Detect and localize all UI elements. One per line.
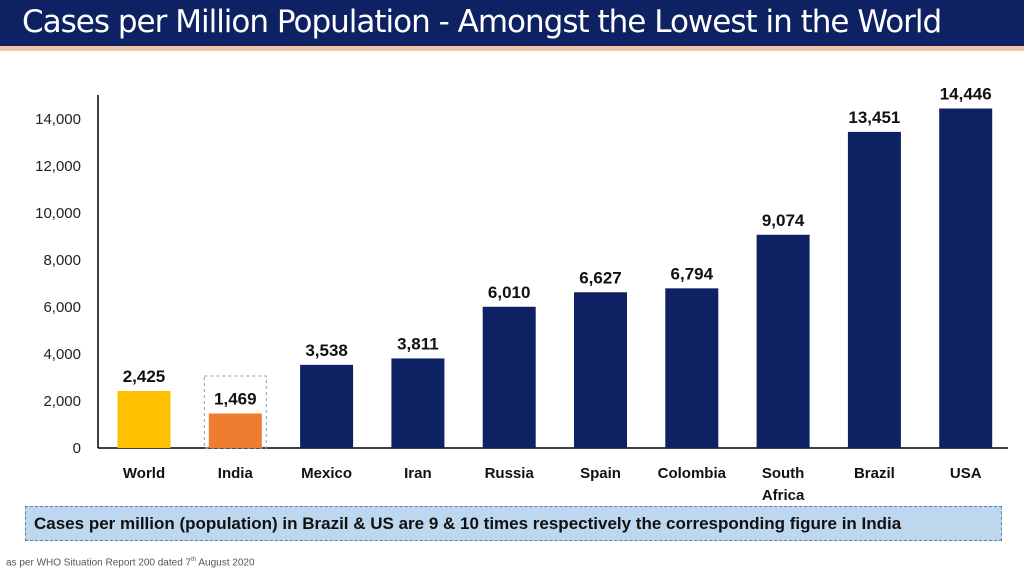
bar-colombia [665, 288, 719, 448]
data-label: 6,010 [488, 283, 531, 302]
bar-chart: 0 2,000 4,000 6,000 8,000 10,000 12,000 14,000 2… [35, 85, 1008, 504]
data-label: 3,811 [397, 334, 439, 353]
data-label: 1,469 [214, 389, 257, 408]
x-tick-label: South [762, 465, 805, 482]
data-label: 6,627 [579, 268, 622, 287]
source-sup: th [191, 557, 197, 563]
bar-mexico [300, 364, 354, 448]
data-label: 9,074 [762, 211, 805, 230]
bar-spain [574, 292, 627, 448]
y-tick-label: 6,000 [43, 299, 81, 316]
y-tick-label: 10,000 [35, 205, 81, 222]
data-label: 14,446 [940, 85, 992, 104]
data-label: 6,794 [671, 264, 714, 283]
x-tick-label: India [218, 465, 254, 482]
source-note: as per WHO Situation Report 200 dated 7t… [6, 557, 255, 568]
bar-iran [391, 358, 445, 448]
y-tick-label: 14,000 [35, 111, 81, 128]
x-tick-label: Mexico [301, 465, 352, 482]
data-label: 2,425 [123, 367, 166, 386]
x-tick-label: Africa [762, 487, 805, 504]
x-tick-label: Iran [404, 465, 432, 482]
y-tick-label: 0 [73, 440, 81, 457]
bar-russia [482, 306, 536, 448]
bar-india [208, 413, 262, 448]
y-tick-label: 12,000 [35, 158, 81, 175]
bar-world [117, 391, 171, 448]
x-tick-label: Russia [485, 465, 535, 482]
bar-brazil [847, 131, 901, 449]
source-prefix: as per WHO Situation Report 200 dated 7 [6, 557, 192, 569]
title-bar: Cases per Million Population - Amongst t… [0, 0, 1024, 51]
y-tick-label: 4,000 [43, 346, 81, 363]
data-label: 13,451 [848, 108, 900, 127]
x-tick-label: World [123, 465, 165, 482]
data-label: 3,538 [305, 341, 348, 360]
source-suffix: August 2020 [196, 557, 255, 569]
y-tick-label: 2,000 [43, 393, 81, 410]
bar-south-africa [756, 234, 810, 448]
x-tick-label: Spain [580, 465, 621, 482]
x-tick-label: USA [950, 465, 982, 482]
x-tick-label: Brazil [854, 465, 895, 482]
callout-note: Cases per million (population) in Brazil… [25, 506, 1002, 541]
page-title: Cases per Million Population - Amongst t… [22, 4, 942, 40]
x-tick-label: Colombia [658, 465, 727, 482]
y-tick-label: 8,000 [43, 252, 81, 269]
bar-usa [939, 108, 993, 449]
